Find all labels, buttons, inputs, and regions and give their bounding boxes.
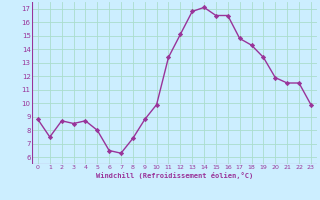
X-axis label: Windchill (Refroidissement éolien,°C): Windchill (Refroidissement éolien,°C) <box>96 172 253 179</box>
